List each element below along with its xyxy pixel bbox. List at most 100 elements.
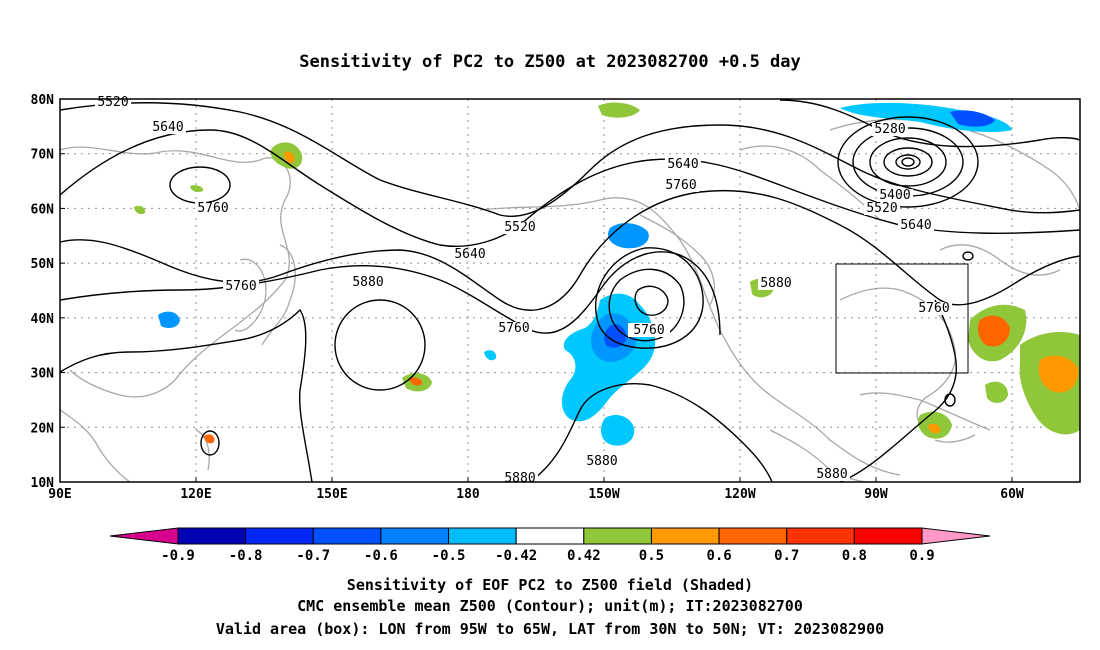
coast-caribbean	[934, 434, 976, 443]
coast-hudson	[739, 145, 881, 221]
contour-label-bg	[916, 302, 952, 315]
latitude-label: 80N	[31, 93, 55, 108]
colorbar-segment	[448, 527, 517, 545]
longitude-label: 60W	[1000, 487, 1024, 502]
contour-label: 5400	[879, 188, 910, 203]
pos-blob-atlantic-1-core	[978, 315, 1010, 347]
contour-label-bg	[665, 158, 701, 171]
longitude-label: 120E	[180, 487, 211, 502]
pos-blob-pacific-core	[409, 377, 423, 386]
contour-label-bg	[814, 468, 850, 481]
contour-label: 5760	[665, 178, 696, 193]
contour-label-bg	[628, 323, 670, 337]
contour-label-bg	[877, 189, 913, 202]
pos-blob-small-1	[134, 205, 146, 215]
caption-line-3: Valid area (box): LON from 95W to 65W, L…	[216, 620, 884, 638]
valid-area-box	[835, 263, 969, 374]
caption-line-1: Sensitivity of EOF PC2 to Z500 field (Sh…	[347, 576, 753, 594]
longitude-label: 150E	[316, 487, 347, 502]
contour-label: 5880	[816, 467, 847, 482]
coast-arctic-canada	[829, 118, 1081, 211]
coast-korea-japan	[234, 258, 267, 332]
contour-low-1	[608, 268, 685, 342]
coastlines	[59, 118, 1081, 483]
pos-blob-atlantic-3	[985, 381, 1008, 403]
contour-label: 5760	[498, 321, 529, 336]
latitude-label: 50N	[31, 257, 55, 272]
contour-label: 5280	[874, 122, 905, 137]
colorbar-segment	[177, 527, 247, 545]
longitude-label: 90W	[864, 487, 888, 502]
contour-5880-loop	[334, 299, 426, 391]
pos-blob-siberia-core	[284, 151, 295, 164]
colorbar-label: -0.9	[161, 548, 195, 564]
latitude-label: 40N	[31, 312, 55, 327]
contour-label: 5640	[667, 157, 698, 172]
contour-polar-5	[895, 154, 921, 170]
colorbar-segment	[786, 527, 855, 545]
contour-label: 5760	[225, 279, 256, 294]
map-frame	[59, 98, 1081, 483]
latitude-labels: 80N 70N 60N 50N 40N 30N 20N 10N	[31, 93, 65, 491]
colorbar-label: 0.8	[842, 548, 867, 564]
contour-label: 5880	[760, 276, 791, 291]
pos-blob-small-2	[190, 185, 204, 192]
contour-5880-west	[59, 251, 721, 336]
contour-5520	[59, 102, 1081, 217]
neg-blob-south	[600, 415, 635, 446]
contour-label-bg	[496, 322, 532, 335]
figure-title: Sensitivity of PC2 to Z500 at 2023082700…	[299, 52, 801, 72]
contour-label: 5880	[352, 275, 383, 290]
colorbar-label: 0.42	[567, 548, 601, 564]
contour-polar-3	[869, 137, 947, 187]
latitude-label: 10N	[31, 476, 55, 491]
colorbar-segment	[853, 527, 923, 545]
colorbar-segment	[312, 527, 382, 545]
coast-japan	[261, 244, 296, 346]
contour-small-loop-2	[944, 393, 956, 407]
coast-north-america-west	[479, 197, 901, 476]
pos-blob-atlantic-2-core	[1038, 355, 1079, 393]
colorbar: -0.9 -0.8 -0.7 -0.6 -0.5 -0.42 0.42 0.5 0.6 0.7 0.…	[109, 527, 991, 564]
colorbar-segment	[718, 527, 788, 545]
contour-label-bg	[758, 277, 794, 290]
longitude-label: 90E	[48, 487, 71, 502]
colorbar-label: -0.5	[432, 548, 466, 564]
contour-label: 5520	[866, 201, 897, 216]
longitude-label: 150W	[588, 487, 619, 502]
contour-label-bg	[872, 123, 908, 136]
colorbar-over-triangle	[921, 527, 991, 545]
contour-label: 5640	[152, 120, 183, 135]
longitude-labels: 90E 120E 150E 180 150W 120W 90W 60W	[48, 477, 1024, 502]
colorbar-segment	[380, 527, 450, 545]
colorbar-label: -0.7	[296, 548, 330, 564]
longitude-label: 180	[456, 487, 480, 502]
contour-low-2	[634, 285, 669, 316]
contour-polar-6	[901, 157, 915, 167]
contour-label-bg	[150, 121, 186, 134]
longitude-label: 120W	[724, 487, 755, 502]
colorbar-label: -0.8	[229, 548, 263, 564]
contour-label-bg	[584, 455, 620, 468]
contour-small-loop	[962, 251, 974, 261]
contour-label: 5880	[586, 454, 617, 469]
colorbar-label: 0.7	[774, 548, 799, 564]
latitude-label: 60N	[31, 202, 55, 217]
contour-label: 5520	[504, 220, 535, 235]
contour-label-bg	[350, 276, 386, 289]
pos-blob-philippine-sea	[204, 434, 215, 444]
contour-label: 5640	[454, 247, 485, 262]
contour-label: 5760	[918, 301, 949, 316]
colorbar-segment	[650, 527, 720, 545]
contour-polar-4	[883, 147, 933, 177]
contour-label: 5880	[504, 471, 535, 486]
colorbar-label: -0.42	[495, 548, 537, 564]
caption-line-2: CMC ensemble mean Z500 (Contour); unit(m…	[297, 597, 803, 615]
neg-blob-small	[484, 350, 497, 361]
contour-label-bg	[864, 202, 900, 215]
latitude-label: 70N	[31, 148, 55, 163]
pos-blob-arctic	[598, 102, 640, 118]
coast-alaska	[639, 214, 715, 306]
contour-label: 5520	[97, 95, 128, 110]
